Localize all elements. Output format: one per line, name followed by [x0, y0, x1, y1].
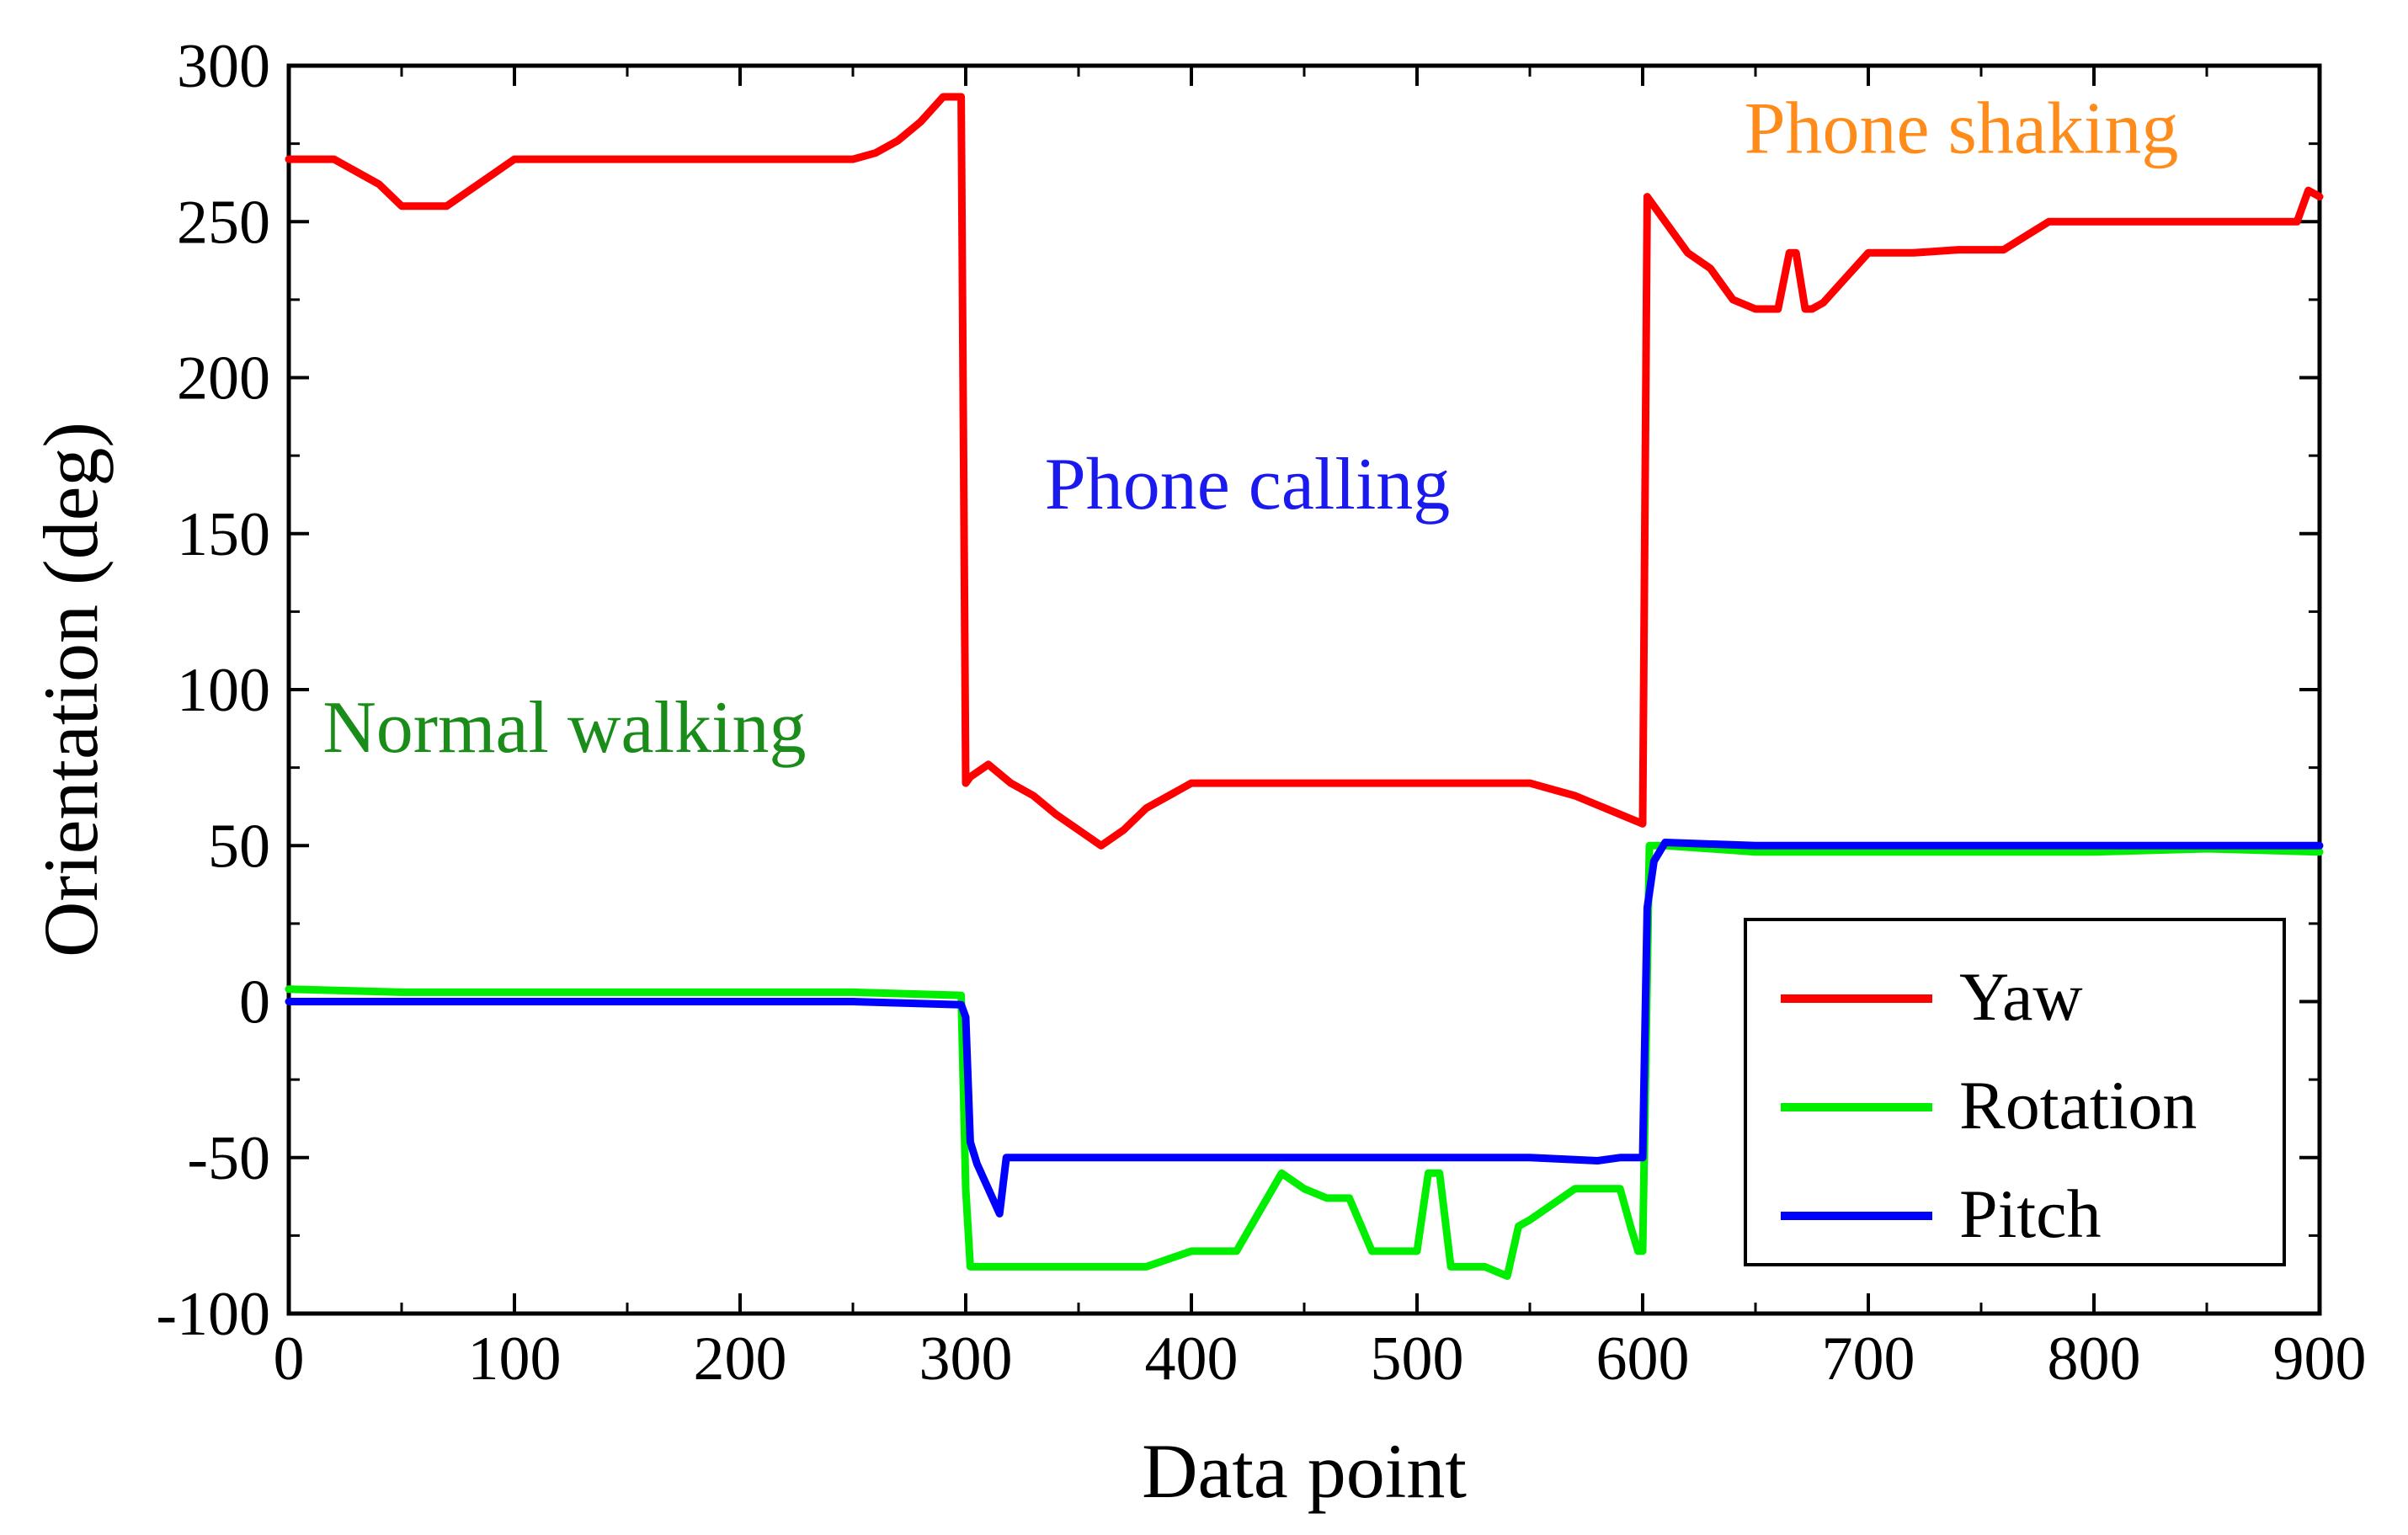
series-line-yaw	[285, 93, 2324, 850]
legend-label-yaw: Yaw	[1959, 958, 2083, 1035]
x-tick-label: 100	[468, 1324, 562, 1394]
legend-box	[1744, 918, 2286, 1266]
y-tick-label: 150	[177, 500, 270, 569]
annotation-phone-shaking: Phone shaking	[1745, 88, 2179, 170]
x-axis-ticks: 0 100 200 300 400 500 600 700 800 900	[274, 66, 2367, 1394]
x-tick-label: 900	[2273, 1324, 2367, 1394]
series-line-pitch	[285, 839, 2324, 1218]
x-tick-label: 300	[919, 1324, 1013, 1394]
y-tick-label: 200	[177, 344, 270, 413]
y-tick-label: 0	[239, 968, 270, 1037]
x-tick-label: 200	[694, 1324, 787, 1394]
y-tick-label: 250	[177, 188, 270, 257]
y-tick-label: 100	[177, 656, 270, 725]
x-tick-label: 800	[2048, 1324, 2141, 1394]
annotation-phone-calling: Phone calling	[1045, 444, 1450, 525]
annotation-normal-walking: Normal walking	[322, 687, 806, 769]
x-tick-label: 400	[1145, 1324, 1239, 1394]
annotations: Normal walking Phone calling Phone shaking	[322, 88, 2178, 769]
x-tick-label: 500	[1371, 1324, 1464, 1394]
legend-label-rotation: Rotation	[1959, 1067, 2197, 1143]
y-axis-ticks: 300 250 200 150 100 50 0 -50 -100	[156, 32, 2320, 1349]
legend-label-pitch: Pitch	[1959, 1175, 2102, 1252]
legend: Yaw Rotation Pitch	[1744, 918, 2286, 1266]
x-axis-title: Data point	[1142, 1428, 1467, 1514]
series-layer	[285, 93, 2324, 1280]
x-tick-label: 700	[1822, 1324, 1915, 1394]
y-axis-title: Orientation (deg)	[28, 422, 114, 957]
y-tick-label: -100	[156, 1280, 270, 1349]
y-tick-label: 300	[177, 32, 270, 101]
x-tick-label: 0	[274, 1324, 305, 1394]
y-tick-label: -50	[187, 1124, 270, 1193]
y-tick-label: 50	[208, 812, 270, 881]
x-tick-label: 600	[1596, 1324, 1690, 1394]
